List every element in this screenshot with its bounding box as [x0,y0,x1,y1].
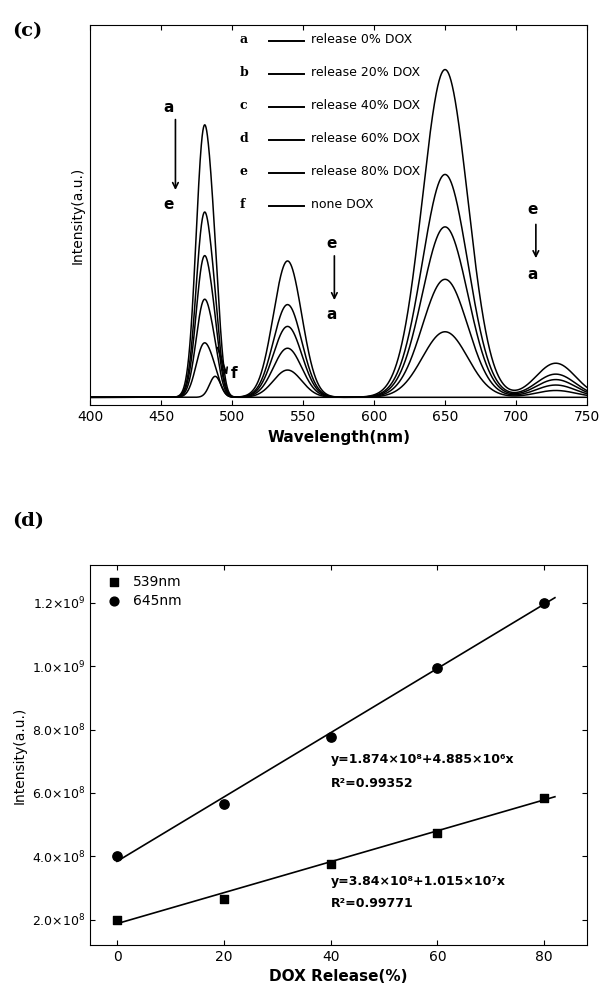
Point [433,825,442,841]
Text: c: c [239,99,247,112]
Text: a: a [239,33,247,46]
Point [539,595,549,611]
Text: release 0% DOX: release 0% DOX [311,33,412,46]
Text: e: e [326,236,337,251]
Text: y=3.84×10⁸+1.015×10⁷x: y=3.84×10⁸+1.015×10⁷x [330,875,506,888]
Text: a: a [326,307,337,322]
X-axis label: DOX Release(%): DOX Release(%) [269,969,408,984]
Legend: 539nm, 645nm: 539nm, 645nm [98,572,185,611]
Text: R²=0.99771: R²=0.99771 [330,897,414,910]
X-axis label: Wavelength(nm): Wavelength(nm) [267,430,410,445]
Text: e: e [528,202,538,217]
Text: release 40% DOX: release 40% DOX [311,99,420,112]
Text: f: f [231,366,237,381]
Text: a: a [528,267,538,282]
Text: e: e [239,165,247,178]
Text: b: b [239,66,248,79]
Text: a: a [163,100,173,115]
Text: f: f [239,198,244,211]
Point [219,796,229,812]
Text: release 20% DOX: release 20% DOX [311,66,420,79]
Text: e: e [163,197,173,212]
Point [326,729,335,745]
Point [326,856,335,872]
Text: d: d [239,132,248,145]
Point [539,790,549,806]
Point [112,848,122,864]
Text: (d): (d) [12,512,44,530]
Text: (c): (c) [12,22,42,40]
Text: R²=0.99352: R²=0.99352 [330,777,413,790]
Y-axis label: Intensity(a.u.): Intensity(a.u.) [13,706,26,804]
Point [112,912,122,928]
Point [433,660,442,676]
Text: y=1.874×10⁸+4.885×10⁶x: y=1.874×10⁸+4.885×10⁶x [330,753,514,766]
Text: none DOX: none DOX [311,198,374,211]
Point [219,891,229,907]
Text: release 80% DOX: release 80% DOX [311,165,421,178]
Text: release 60% DOX: release 60% DOX [311,132,420,145]
Y-axis label: Intensity(a.u.): Intensity(a.u.) [71,166,85,264]
